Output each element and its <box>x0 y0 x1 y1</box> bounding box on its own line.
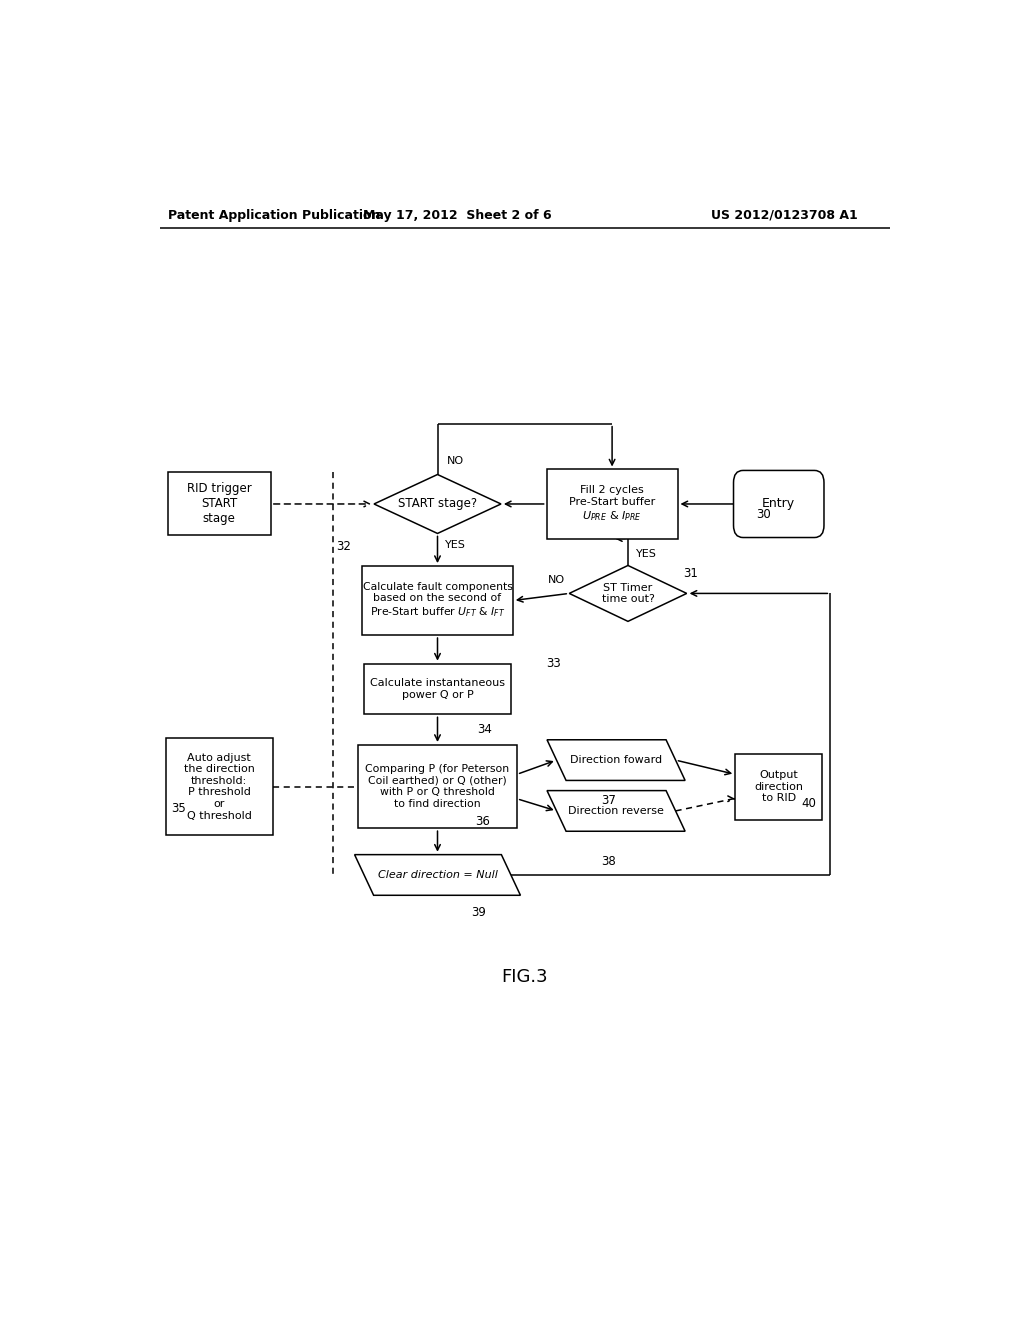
Polygon shape <box>354 854 520 895</box>
Text: 30: 30 <box>757 508 771 520</box>
Text: 34: 34 <box>477 723 493 737</box>
Text: NO: NO <box>548 576 565 585</box>
Text: Output
direction
to RID: Output direction to RID <box>755 770 803 803</box>
FancyBboxPatch shape <box>358 744 517 828</box>
Text: Patent Application Publication: Patent Application Publication <box>168 209 380 222</box>
Text: May 17, 2012  Sheet 2 of 6: May 17, 2012 Sheet 2 of 6 <box>364 209 552 222</box>
Text: Calculate fault components
based on the second of
Pre-Start buffer $U_{FT}$ & $I: Calculate fault components based on the … <box>362 582 512 619</box>
FancyBboxPatch shape <box>547 470 678 539</box>
Text: NO: NO <box>447 457 464 466</box>
Text: START stage?: START stage? <box>398 498 477 511</box>
Text: 33: 33 <box>546 657 561 671</box>
Text: Clear direction = Null: Clear direction = Null <box>378 870 498 880</box>
Text: 32: 32 <box>336 540 351 553</box>
Text: Calculate instantaneous
power Q or P: Calculate instantaneous power Q or P <box>370 678 505 700</box>
Text: ST Timer
time out?: ST Timer time out? <box>601 582 654 605</box>
Text: 39: 39 <box>471 906 485 919</box>
Text: RID trigger
START
stage: RID trigger START stage <box>187 483 252 525</box>
FancyBboxPatch shape <box>362 566 513 635</box>
FancyBboxPatch shape <box>735 754 822 820</box>
Text: US 2012/0123708 A1: US 2012/0123708 A1 <box>712 209 858 222</box>
Polygon shape <box>569 565 687 622</box>
Text: Auto adjust
the direction
threshold:
P threshold
or
Q threshold: Auto adjust the direction threshold: P t… <box>184 752 255 821</box>
Text: 35: 35 <box>172 803 186 816</box>
Text: YES: YES <box>445 540 466 549</box>
Polygon shape <box>374 474 501 533</box>
Text: Fill 2 cycles
Pre-Start buffer
$U_{PRE}$ & $I_{PRE}$: Fill 2 cycles Pre-Start buffer $U_{PRE}$… <box>569 486 655 523</box>
Text: Entry: Entry <box>762 498 796 511</box>
Text: Direction foward: Direction foward <box>570 755 663 766</box>
Polygon shape <box>547 791 685 832</box>
Text: YES: YES <box>636 549 656 560</box>
Text: Direction reverse: Direction reverse <box>568 807 664 816</box>
FancyBboxPatch shape <box>365 664 511 714</box>
Text: 36: 36 <box>475 814 490 828</box>
Polygon shape <box>547 739 685 780</box>
FancyBboxPatch shape <box>166 738 272 834</box>
FancyBboxPatch shape <box>168 473 270 536</box>
Text: 40: 40 <box>801 797 816 810</box>
Text: FIG.3: FIG.3 <box>502 968 548 986</box>
FancyBboxPatch shape <box>733 470 824 537</box>
Text: 37: 37 <box>601 795 615 808</box>
Text: Comparing P (for Peterson
Coil earthed) or Q (other)
with P or Q threshold
to fi: Comparing P (for Peterson Coil earthed) … <box>366 764 510 809</box>
Text: 31: 31 <box>684 566 698 579</box>
Text: 38: 38 <box>601 855 615 869</box>
